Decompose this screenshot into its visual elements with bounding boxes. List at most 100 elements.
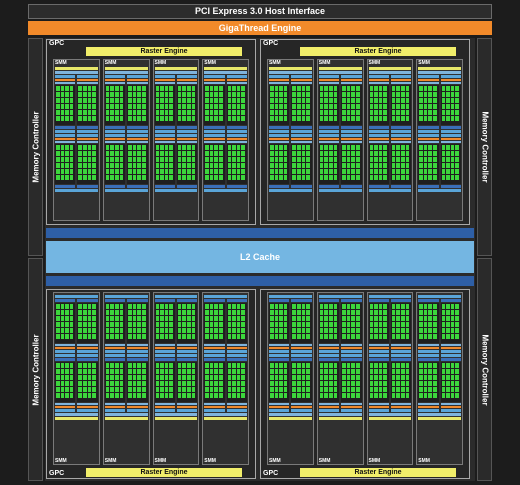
cuda-core xyxy=(455,393,459,398)
cuda-core xyxy=(69,116,74,121)
cuda-core xyxy=(132,334,137,339)
cuda-core xyxy=(374,381,378,386)
cuda-core xyxy=(92,151,96,156)
smm-strip xyxy=(440,350,461,353)
cuda-core xyxy=(137,157,141,162)
cuda-core xyxy=(227,334,232,339)
smm-strip xyxy=(226,344,247,346)
cuda-core xyxy=(383,310,387,315)
cuda-core xyxy=(209,92,214,97)
cuda-core xyxy=(232,304,236,309)
cuda-core xyxy=(119,363,124,368)
cuda-core xyxy=(214,110,219,115)
smm-strip xyxy=(291,138,312,140)
cuda-core xyxy=(160,116,164,121)
cuda-core xyxy=(65,328,69,333)
cuda-core xyxy=(119,334,124,339)
cuda-core xyxy=(214,145,219,150)
cuda-core xyxy=(92,304,96,309)
cuda-core xyxy=(346,381,351,386)
cuda-core xyxy=(274,175,279,180)
cuda-core xyxy=(60,104,65,109)
cuda-core xyxy=(105,169,110,174)
cuda-core xyxy=(274,92,279,97)
smm-strip xyxy=(341,350,362,353)
smm-strip xyxy=(77,406,98,408)
cuda-core xyxy=(87,316,92,321)
cuda-core xyxy=(65,110,69,115)
cuda-core xyxy=(182,151,187,156)
smm-strip xyxy=(226,134,247,137)
memory-controller-bottom-right: Memory Controller xyxy=(477,258,492,481)
cuda-core xyxy=(279,334,283,339)
cuda-core xyxy=(324,169,328,174)
cuda-core xyxy=(209,86,214,91)
cuda-core xyxy=(219,375,223,380)
cuda-core xyxy=(328,328,333,333)
cuda-core xyxy=(433,375,437,380)
cuda-core xyxy=(378,86,383,91)
cuda-core xyxy=(401,322,405,327)
cuda-core xyxy=(69,163,74,168)
cuda-core xyxy=(374,157,378,162)
core-block xyxy=(226,362,247,402)
cuda-core xyxy=(191,369,196,374)
cuda-core xyxy=(132,381,137,386)
cuda-core xyxy=(119,381,124,386)
cuda-core xyxy=(105,363,110,368)
cuda-core xyxy=(270,145,274,150)
cuda-core xyxy=(110,145,114,150)
cuda-core xyxy=(324,316,328,321)
cuda-core xyxy=(187,328,191,333)
cuda-core xyxy=(342,92,346,97)
cuda-core xyxy=(110,163,114,168)
cuda-core xyxy=(301,104,306,109)
smm-strip xyxy=(418,82,439,84)
cuda-core xyxy=(78,116,82,121)
cuda-core xyxy=(128,157,132,162)
cuda-core xyxy=(283,104,288,109)
cuda-core xyxy=(141,104,146,109)
cuda-core xyxy=(209,163,214,168)
cuda-core xyxy=(182,393,187,398)
cuda-core xyxy=(296,387,301,392)
cuda-core xyxy=(450,393,455,398)
cuda-core xyxy=(187,387,191,392)
smm-strip xyxy=(104,82,126,84)
cuda-core xyxy=(82,363,87,368)
cuda-core xyxy=(105,116,110,121)
cuda-core xyxy=(270,151,274,156)
cuda-core xyxy=(205,334,209,339)
cuda-core xyxy=(283,393,288,398)
cuda-core xyxy=(342,310,346,315)
cuda-core xyxy=(82,328,87,333)
cuda-core xyxy=(301,304,306,309)
cuda-core xyxy=(419,169,423,174)
cuda-core xyxy=(128,163,132,168)
cuda-core xyxy=(227,316,232,321)
cuda-core xyxy=(391,104,396,109)
cuda-core xyxy=(187,86,191,91)
cuda-core xyxy=(191,151,196,156)
cuda-core xyxy=(110,175,114,180)
cuda-core xyxy=(355,163,360,168)
core-block xyxy=(104,303,126,343)
cuda-core xyxy=(82,175,87,180)
cuda-core xyxy=(433,322,437,327)
cuda-core xyxy=(428,304,433,309)
cuda-core xyxy=(141,163,146,168)
cuda-core xyxy=(69,316,74,321)
cuda-core xyxy=(419,369,423,374)
core-block xyxy=(390,144,412,184)
memory-controller-label: Memory Controller xyxy=(480,111,489,183)
cuda-core xyxy=(342,175,346,180)
cuda-core xyxy=(82,151,87,156)
cuda-core xyxy=(164,328,169,333)
cuda-core xyxy=(324,334,328,339)
cuda-core xyxy=(137,104,141,109)
smm-strip xyxy=(127,126,148,129)
smm-strip xyxy=(368,347,389,349)
gpc-label: GPC xyxy=(263,470,279,477)
smm-strip xyxy=(104,417,148,420)
cuda-core xyxy=(160,110,164,115)
